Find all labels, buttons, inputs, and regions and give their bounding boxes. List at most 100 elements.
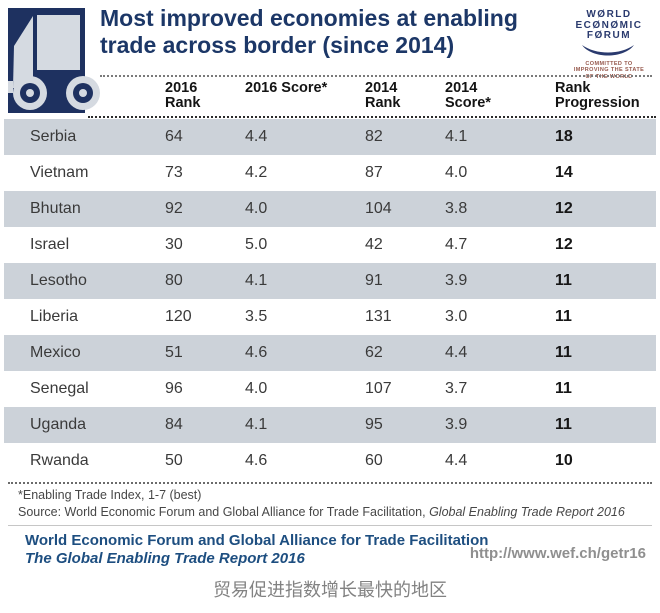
score-2016: 4.2 <box>245 164 268 181</box>
footer-report-title: The Global Enabling Trade Report 2016 <box>25 550 305 567</box>
country-label: Vietnam <box>30 164 89 181</box>
table-row: Senegal 96 4.0 107 3.7 11 <box>4 371 656 407</box>
country-label: Liberia <box>30 308 79 325</box>
score-2014: 3.8 <box>445 200 468 217</box>
country-label: Bhutan <box>30 200 81 217</box>
table-body: Serbia 64 4.4 82 4.1 18 Vietnam 73 4.2 8… <box>4 119 656 479</box>
page-title-line1: Most improved economies at enabling <box>100 5 518 31</box>
header-spacer <box>0 81 165 111</box>
rank-2016: 64 <box>165 128 183 145</box>
wef-logo-word1: WØRLD <box>586 9 632 20</box>
wef-swoosh-icon <box>582 44 634 55</box>
wef-logo-word2: ECØNØMIC <box>575 19 643 31</box>
page-title: Most improved economies at enabling trad… <box>100 5 570 59</box>
index-footnote: *Enabling Trade Index, 1-7 (best) <box>18 488 202 502</box>
wef-logo: WØRLD ECØNØMIC FØRUM COMMITTED TO IMPROV… <box>568 9 650 80</box>
score-2016: 3.5 <box>245 308 268 325</box>
country-label: Lesotho <box>30 272 87 289</box>
rank-2014: 91 <box>365 272 383 289</box>
score-2016: 4.4 <box>245 128 268 145</box>
rank-2014: 60 <box>365 452 383 469</box>
rank-progression: 14 <box>555 164 573 181</box>
rank-progression: 12 <box>555 200 573 217</box>
score-2014: 4.4 <box>445 344 468 361</box>
rank-2016: 84 <box>165 416 183 433</box>
source-footnote-report: Global Enabling Trade Report 2016 <box>429 505 625 519</box>
table-row: Bhutan 92 4.0 104 3.8 12 <box>4 191 656 227</box>
header-2016-rank: 2016 Rank <box>165 80 201 111</box>
rank-progression: 11 <box>555 272 572 289</box>
header-2014-score: 2014 Score* <box>445 80 491 111</box>
table-row: Liberia 120 3.5 131 3.0 11 <box>4 299 656 335</box>
score-2016: 4.0 <box>245 200 268 217</box>
score-2014: 3.9 <box>445 416 468 433</box>
source-footnote-text: Source: World Economic Forum and Global … <box>18 505 430 519</box>
header-2014-rank: 2014 Rank <box>365 80 401 111</box>
rank-progression: 11 <box>555 308 572 325</box>
chinese-caption: 贸易促进指数增长最快的地区 <box>213 580 447 600</box>
rank-progression: 12 <box>555 236 573 253</box>
score-2016: 5.0 <box>245 236 268 253</box>
score-2014: 3.9 <box>445 272 468 289</box>
table-row: Vietnam 73 4.2 87 4.0 14 <box>4 155 656 191</box>
rank-2014: 42 <box>365 236 383 253</box>
wef-logo-word3: FØRUM <box>586 30 632 41</box>
footer-divider <box>8 525 652 526</box>
score-2014: 4.4 <box>445 452 468 469</box>
wef-tagline-line2: IMPROVING THE STATE <box>573 67 645 73</box>
dotted-divider-top <box>100 75 652 77</box>
footer-url: http://www.wef.ch/getr16 <box>469 545 646 562</box>
country-label: Mexico <box>30 344 81 361</box>
rank-2014: 82 <box>365 128 383 145</box>
rank-progression: 10 <box>555 452 573 469</box>
score-2014: 4.7 <box>445 236 468 253</box>
source-footnote: Source: World Economic Forum and Global … <box>18 505 625 519</box>
page-title-line2: trade across border (since 2014) <box>100 32 455 58</box>
table-row: Israel 30 5.0 42 4.7 12 <box>4 227 656 263</box>
score-2016: 4.1 <box>245 416 268 433</box>
dotted-divider-bottom <box>8 482 652 484</box>
rank-2014: 104 <box>365 200 392 217</box>
rank-progression: 11 <box>555 380 572 397</box>
footer-organization: World Economic Forum and Global Alliance… <box>25 532 489 549</box>
rank-2016: 96 <box>165 380 183 397</box>
rank-2016: 92 <box>165 200 183 217</box>
rank-progression: 11 <box>555 344 572 361</box>
rank-2016: 73 <box>165 164 183 181</box>
rank-2016: 50 <box>165 452 183 469</box>
rank-2014: 87 <box>365 164 383 181</box>
wef-tagline-line1: COMMITTED TO <box>585 60 633 67</box>
score-2016: 4.0 <box>245 380 268 397</box>
rank-2016: 80 <box>165 272 183 289</box>
score-2014: 4.1 <box>445 128 468 145</box>
table-header-row: 2016 Rank 2016 Score* 2014 Rank 2014 Sco… <box>0 81 660 111</box>
rank-2016: 51 <box>165 344 183 361</box>
score-2016: 4.1 <box>245 272 268 289</box>
header-2016-score: 2016 Score* <box>245 80 328 96</box>
truck-icon <box>8 8 102 113</box>
table-row: Rwanda 50 4.6 60 4.4 10 <box>4 443 656 479</box>
dotted-divider-header <box>88 116 656 118</box>
score-2014: 3.0 <box>445 308 468 325</box>
rank-2014: 62 <box>365 344 383 361</box>
rank-2016: 30 <box>165 236 183 253</box>
country-label: Serbia <box>30 128 77 145</box>
country-label: Uganda <box>30 416 87 433</box>
country-label: Israel <box>30 236 70 253</box>
score-2016: 4.6 <box>245 344 268 361</box>
country-label: Rwanda <box>30 452 89 469</box>
table-row: Uganda 84 4.1 95 3.9 11 <box>4 407 656 443</box>
rank-2016: 120 <box>165 308 192 325</box>
table-row: Mexico 51 4.6 62 4.4 11 <box>4 335 656 371</box>
score-2014: 4.0 <box>445 164 468 181</box>
table-row: Lesotho 80 4.1 91 3.9 11 <box>4 263 656 299</box>
score-2016: 4.6 <box>245 452 268 469</box>
rank-2014: 131 <box>365 308 392 325</box>
table-row: Serbia 64 4.4 82 4.1 18 <box>4 119 656 155</box>
country-label: Senegal <box>30 380 89 397</box>
rank-progression: 11 <box>555 416 572 433</box>
rank-2014: 95 <box>365 416 383 433</box>
rank-progression: 18 <box>555 128 573 145</box>
score-2014: 3.7 <box>445 380 468 397</box>
